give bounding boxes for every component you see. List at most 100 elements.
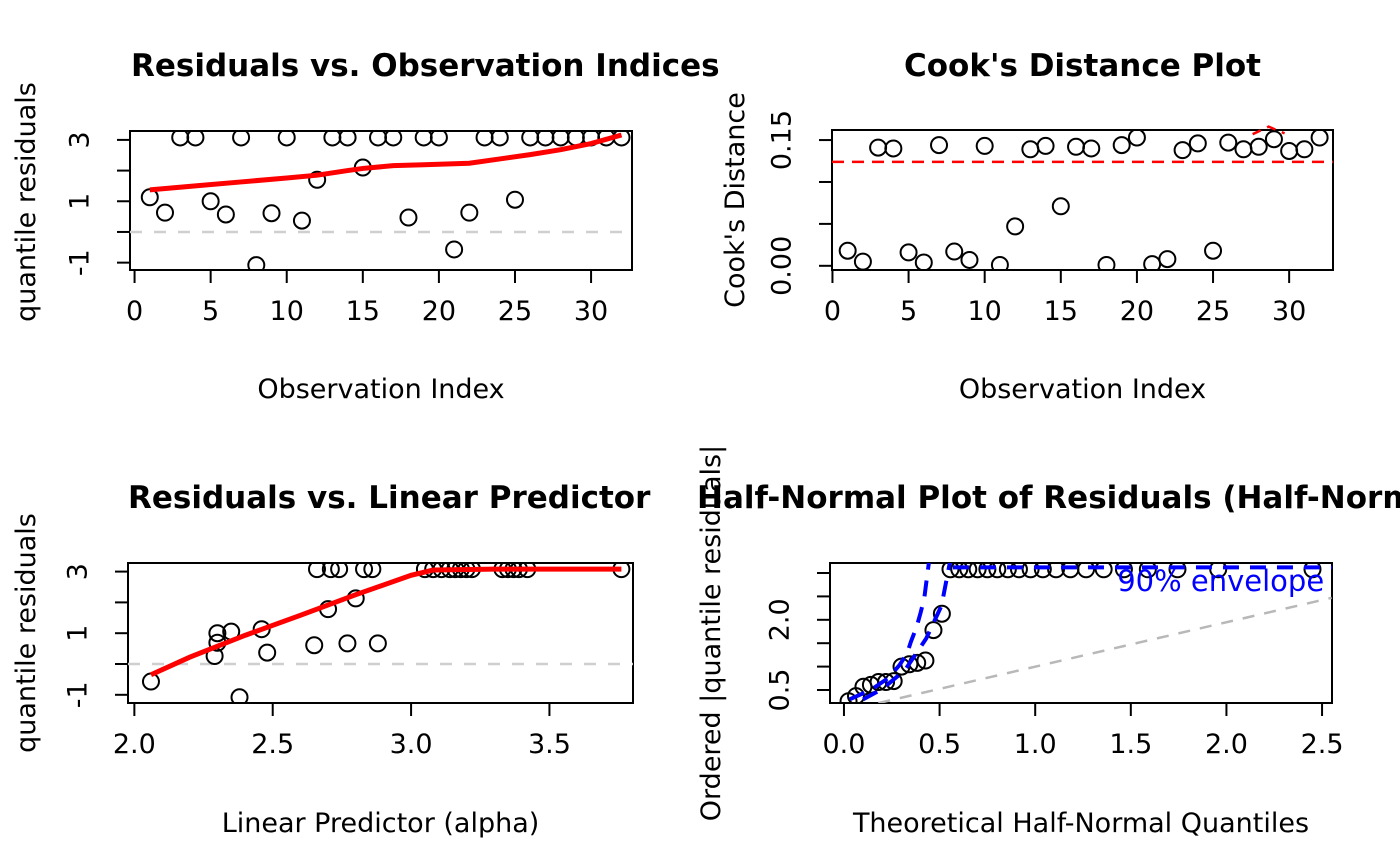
x-tick-label: 25 (498, 296, 532, 327)
data-point (975, 136, 994, 155)
x-tick-label: 20 (1120, 296, 1154, 327)
y-tick-label: 3 (65, 131, 96, 148)
data-point (429, 131, 448, 147)
data-point (1219, 133, 1238, 152)
x-tick-label: 30 (574, 296, 608, 327)
x-tick-label: 0 (126, 296, 143, 327)
data-point (355, 563, 374, 579)
data-point (1067, 137, 1086, 156)
ylabel-cooks-distance: Cook's Distance (720, 92, 751, 308)
x-tick-label: 2.0 (1205, 729, 1248, 760)
envelope-upper (848, 563, 931, 702)
plot-half-normal-title: Half-Normal Plot of Residuals (Half-Norm (697, 480, 1400, 516)
x-tick-label: 10 (270, 296, 304, 327)
data-point (1112, 136, 1131, 155)
data-point (368, 634, 387, 653)
data-point (155, 203, 174, 222)
data-point (305, 636, 324, 655)
y-tick-label: 0.15 (767, 110, 798, 170)
data-point (338, 634, 357, 653)
data-point (141, 672, 160, 691)
data-point (1021, 140, 1040, 159)
ylabel-quantile-residuals-2: quantile residuals (11, 513, 42, 753)
x-tick-label: 25 (1196, 296, 1230, 327)
trend-line (149, 132, 623, 193)
smoother-peek (1252, 125, 1286, 136)
y-tick-label: 1 (63, 625, 94, 642)
y-tick-label: 0.5 (765, 669, 796, 712)
data-point (308, 170, 327, 189)
x-tick-label: 0.0 (822, 729, 865, 760)
data-point (924, 621, 943, 640)
subplot-2: 2.0 2.5 3.0 3.5 -1 1 3 (63, 562, 634, 760)
trend-line (149, 566, 622, 678)
data-point (877, 673, 896, 692)
x-tick-label: 15 (1044, 296, 1078, 327)
data-point (1310, 130, 1329, 147)
xlabel-linear-predictor: Linear Predictor (alpha) (221, 808, 540, 839)
x-tick-label: 3.0 (390, 729, 433, 760)
x-tick-label: 10 (968, 296, 1002, 327)
data-point (201, 192, 220, 211)
data-point (292, 211, 311, 230)
x-tick-label: 5 (900, 296, 917, 327)
x-tick-label: 5 (202, 296, 219, 327)
data-point (1234, 140, 1253, 159)
x-tick-label: 0.5 (918, 729, 961, 760)
y-tick-label: 0.00 (767, 236, 798, 296)
plot-box (831, 129, 1334, 271)
data-point (1204, 241, 1223, 260)
data-point (1264, 130, 1283, 149)
ylabel-quantile-residuals-1: quantile residuals (11, 82, 42, 322)
reference-line (878, 596, 1332, 703)
data-point (252, 620, 271, 639)
xlabel-observation-index-2: Observation Index (958, 374, 1207, 405)
data-point (899, 243, 918, 262)
data-point (363, 563, 382, 579)
data-point (932, 604, 951, 623)
data-point (216, 205, 235, 224)
data-point (1249, 137, 1268, 156)
data-point (262, 204, 281, 223)
x-tick-label: 20 (422, 296, 456, 327)
data-point (1006, 217, 1025, 236)
data-point (1173, 141, 1192, 160)
y-tick-label: -1 (65, 249, 96, 276)
data-point (1188, 134, 1207, 153)
data-point (1280, 141, 1299, 160)
data-point (232, 131, 251, 147)
xlabel-observation-index-1: Observation Index (257, 374, 505, 405)
x-tick-label: 30 (1272, 296, 1306, 327)
data-point (869, 138, 888, 157)
x-tick-label: 1.0 (1014, 729, 1057, 760)
data-point (247, 256, 266, 270)
data-point (1082, 139, 1101, 158)
data-point (230, 688, 249, 703)
data-point (960, 250, 979, 269)
data-point (330, 563, 349, 579)
data-point (1295, 140, 1314, 159)
data-point (916, 651, 935, 670)
data-point (258, 643, 277, 662)
data-point (1097, 255, 1116, 270)
x-tick-label: 3.5 (528, 729, 571, 760)
x-tick-label: 2.0 (113, 729, 156, 760)
y-tick-label: 3 (63, 563, 94, 580)
x-tick-label: 2.5 (1301, 729, 1344, 760)
data-point (490, 131, 509, 147)
plot-cooks-distance-title: Cook's Distance Plot (904, 48, 1261, 84)
data-point (399, 208, 418, 227)
data-point (930, 136, 949, 155)
x-tick-label: 15 (346, 296, 380, 327)
plot-residuals-vs-index-title: Residuals vs. Observation Indices (131, 48, 720, 84)
subplot-1: 0 5 10 15 20 25 30 0.00 0.15 (767, 110, 1334, 327)
data-point (838, 241, 857, 260)
data-point (186, 131, 205, 147)
ylabel-ordered-quantile-residuals: Ordered |quantile residuals| (696, 444, 727, 822)
data-point (1127, 130, 1146, 147)
data-point (945, 242, 964, 261)
data-point (277, 131, 296, 147)
y-tick-label: 2.0 (765, 598, 796, 641)
